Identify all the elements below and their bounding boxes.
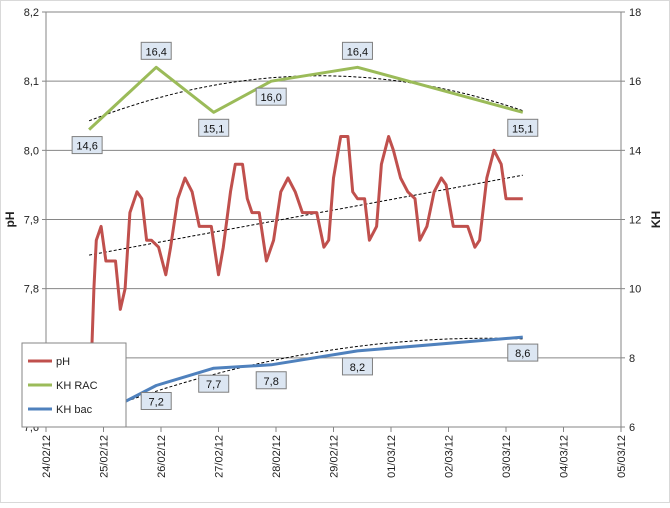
data-label-box — [341, 357, 373, 376]
data-label-kh-rac: 15,1 — [507, 118, 539, 137]
data-label-text: 7,2 — [149, 397, 164, 409]
series-line-kh-rac — [88, 65, 524, 131]
x-tick-label: 01/03/12 — [386, 435, 398, 478]
y-left-tick-label: 8,1 — [24, 76, 39, 88]
data-label-box — [341, 41, 373, 60]
data-label-box — [71, 136, 103, 155]
data-labels: 14,6 16,4 15,1 16,0 16,4 15,1 7,2 7,7 7,8 8,2 8,6 — [71, 41, 539, 410]
legend-entry: KH bac — [28, 404, 93, 416]
series-line-ph — [87, 135, 523, 414]
data-label-kh-bac: 7,8 — [255, 371, 287, 390]
y-right-tick-label: 8 — [629, 353, 635, 365]
y-right-tick-label: 6 — [629, 422, 635, 434]
data-label-kh-rac: 16,0 — [255, 87, 287, 106]
legend: pH KH RAC KH bac — [21, 342, 127, 428]
legend-entry: pH — [28, 356, 70, 368]
data-label-box — [198, 374, 230, 393]
data-label-text: 15,1 — [512, 123, 533, 135]
y-axis-left-label: pH — [3, 212, 17, 228]
data-label-text: 16,4 — [145, 46, 166, 58]
series-lines — [87, 65, 524, 422]
data-label-kh-rac: 16,4 — [341, 41, 373, 60]
y-left-tick-label: 8,0 — [24, 145, 39, 157]
data-label-box — [507, 343, 539, 362]
y-right-tick-label: 12 — [629, 215, 641, 227]
x-tick-label: 29/02/12 — [329, 435, 341, 478]
y-left-tick-label: 8,2 — [24, 7, 39, 19]
y-left-tick-label: 7,9 — [24, 215, 39, 227]
data-label-text: 7,8 — [264, 376, 279, 388]
data-label-box — [140, 41, 172, 60]
legend-label: KH bac — [56, 404, 93, 416]
x-tick-label: 25/02/12 — [99, 435, 111, 478]
y-axis-right-label: KH — [649, 211, 663, 228]
data-label-box — [255, 371, 287, 390]
y-right-tick-label: 10 — [629, 284, 641, 296]
data-label-text: 8,2 — [350, 362, 365, 374]
data-label-text: 16,0 — [260, 92, 281, 104]
legend-label: pH — [56, 356, 70, 368]
x-tick-label: 24/02/12 — [41, 435, 53, 478]
data-label-kh-rac: 16,4 — [140, 41, 172, 60]
series-line-kh-bac — [88, 335, 523, 422]
y-right-tick-label: 18 — [629, 7, 641, 19]
data-label-kh-rac: 15,1 — [198, 118, 230, 137]
x-tick-label: 27/02/12 — [214, 435, 226, 478]
data-label-box — [507, 118, 539, 137]
data-label-kh-rac: 14,6 — [71, 136, 103, 155]
data-label-box — [255, 87, 287, 106]
trendline-kh-bac — [88, 337, 523, 416]
data-label-text: 14,6 — [76, 141, 97, 153]
legend-label: KH RAC — [56, 380, 98, 392]
x-tick-label: 02/03/12 — [444, 435, 456, 478]
data-label-kh-bac: 8,2 — [341, 357, 373, 376]
data-label-text: 8,6 — [515, 348, 530, 360]
data-label-text: 15,1 — [203, 123, 224, 135]
y-right-tick-label: 14 — [629, 145, 641, 157]
y-left-tick-label: 7,8 — [24, 284, 39, 296]
x-tick-label: 26/02/12 — [156, 435, 168, 478]
x-tick-label: 05/03/12 — [616, 435, 628, 478]
data-label-kh-bac: 7,7 — [198, 374, 230, 393]
trendline-ph — [89, 174, 523, 256]
data-label-box — [198, 118, 230, 137]
data-label-text: 16,4 — [347, 46, 368, 58]
x-tick-label: 04/03/12 — [559, 435, 571, 478]
legend-entry: KH RAC — [28, 380, 98, 392]
x-tick-label: 03/03/12 — [501, 435, 513, 478]
x-tick-label: 28/02/12 — [271, 435, 283, 478]
data-label-kh-bac: 7,2 — [140, 392, 172, 410]
data-label-text: 7,7 — [206, 379, 221, 391]
data-label-box — [140, 392, 172, 410]
y-right-tick-label: 16 — [629, 76, 641, 88]
data-label-kh-bac: 8,6 — [507, 343, 539, 362]
